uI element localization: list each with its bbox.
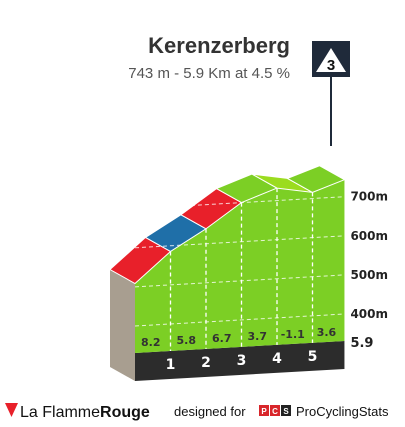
pcs-box-s [281, 405, 291, 416]
km-marker-label: 2 [201, 355, 211, 371]
pcs-logo: P C S ProCyclingStats [259, 404, 389, 419]
gradient-label: -1.1 [281, 328, 305, 341]
la-flamme-rouge-logo: La FlammeRouge [5, 403, 150, 421]
gradient-label: 8.2 [141, 336, 161, 349]
pcs-box-c [270, 405, 280, 416]
gradient-label: 6.7 [212, 332, 232, 345]
segment-strip [286, 165, 346, 193]
km-marker-label: 3 [237, 353, 247, 369]
pcs-box-p [259, 405, 269, 416]
gradient-label: 3.6 [317, 326, 337, 339]
gradient-label: 5.8 [177, 334, 197, 347]
elevation-tick-label: 500m [350, 268, 388, 282]
brand-suffix: Rouge [100, 404, 150, 421]
profile-side-face [110, 269, 135, 381]
credit-text: designed for [174, 404, 246, 419]
category-badge: 3 [312, 41, 350, 146]
pcs-letter-p: P [261, 407, 267, 416]
profile-base [135, 341, 345, 381]
profile-layer: 400m 500m 600m 700m 8.2 5.8 6.7 3.7 -1.1 3.6 1 2 3 4 5… [109, 165, 388, 381]
flamme-rouge-icon [5, 403, 18, 417]
brand-prefix: La Flamme [20, 404, 100, 421]
pcs-letter-c: C [272, 407, 278, 416]
km-marker-label: 4 [272, 351, 282, 367]
km-marker-label: 1 [166, 357, 176, 373]
gradient-label: 3.7 [248, 330, 268, 343]
category-number: 3 [327, 57, 335, 74]
pcs-name: ProCyclingStats [296, 404, 389, 419]
km-marker-label: 5 [308, 349, 318, 365]
elevation-tick-label: 600m [350, 229, 388, 243]
climb-title: Kerenzerberg [148, 33, 290, 58]
elevation-tick-label: 700m [350, 190, 388, 204]
brand-text: La FlammeRouge [20, 404, 150, 421]
mountain-icon [316, 48, 346, 72]
climb-subtitle: 743 m - 5.9 Km at 4.5 % [128, 65, 290, 82]
profile-front-face [135, 179, 345, 353]
pcs-letter-s: S [283, 407, 289, 416]
elevation-tick-label: 400m [350, 307, 388, 321]
total-distance-label: 5.9 [350, 336, 373, 351]
